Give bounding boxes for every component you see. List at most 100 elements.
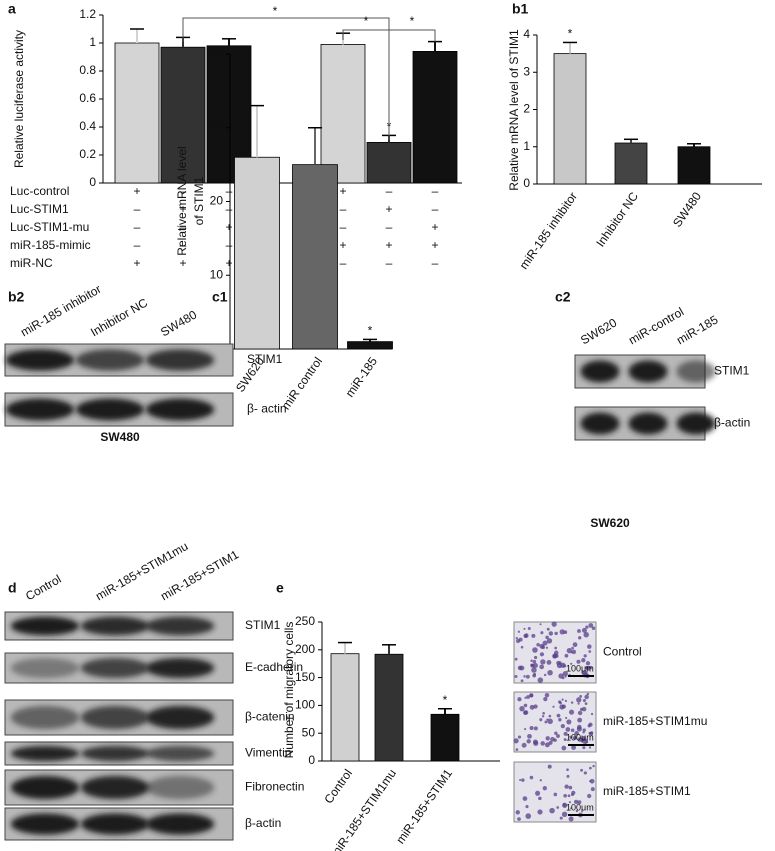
micrograph-cell xyxy=(526,739,531,744)
micrograph-cell xyxy=(537,677,544,683)
panel-label: e xyxy=(276,580,284,596)
micrograph-cell xyxy=(591,626,596,631)
micrograph-cell xyxy=(545,646,549,649)
row-label: β-actin xyxy=(714,416,750,430)
micrograph-cell xyxy=(561,676,565,680)
micrograph-cell xyxy=(564,699,568,703)
condition-mark: – xyxy=(340,256,347,270)
bar xyxy=(430,713,460,762)
micrograph-cell xyxy=(581,627,587,633)
condition-mark: – xyxy=(180,238,187,252)
micrograph-cell xyxy=(572,642,578,648)
micrograph-cell xyxy=(566,648,573,654)
row-label: STIM1 xyxy=(247,352,283,366)
y-tick-label: 150 xyxy=(295,670,315,684)
panel-label: b2 xyxy=(8,289,25,305)
micrograph-cell xyxy=(529,693,534,698)
x-tick-label: SW480 xyxy=(670,189,704,230)
micrograph-cell xyxy=(514,674,518,679)
blot-band xyxy=(10,705,80,730)
blot-band xyxy=(145,398,215,421)
condition-mark: + xyxy=(225,220,232,234)
micrograph-cell xyxy=(513,738,519,744)
micrograph-cell xyxy=(524,728,527,731)
bracket xyxy=(342,29,436,42)
micrograph-cell xyxy=(551,621,557,627)
micrograph-cell xyxy=(530,659,533,663)
y-axis-label: of STIM1 xyxy=(192,176,206,225)
y-tick-label: 100 xyxy=(295,698,315,712)
micrograph-cell xyxy=(570,701,574,704)
bar xyxy=(292,164,338,350)
micrograph-cell xyxy=(553,792,558,797)
micrograph-cell xyxy=(523,633,528,639)
x-tick-label: miR-185 inhibitor xyxy=(517,190,580,272)
blot-band xyxy=(580,360,620,383)
y-tick-label: 2 xyxy=(523,102,530,116)
micrograph-cell xyxy=(583,654,587,658)
bar xyxy=(374,653,404,762)
scale-bar-label: 100μm xyxy=(566,802,594,812)
row-label: β-actin xyxy=(245,816,281,830)
micrograph-cell xyxy=(527,626,531,630)
micrograph-cell xyxy=(561,745,567,751)
y-axis-label: Relative luciferase activity xyxy=(12,30,26,168)
row-label: E-cadherin xyxy=(245,660,303,674)
micrograph-cell xyxy=(514,657,518,661)
micrograph-cell xyxy=(515,810,520,815)
micrograph-cell xyxy=(575,809,579,813)
micrograph-cell xyxy=(592,764,595,768)
condition-mark: – xyxy=(226,202,233,216)
blot-band xyxy=(75,398,145,421)
micrograph-cell xyxy=(524,696,527,699)
condition-mark: + xyxy=(225,256,232,270)
micrograph-cell xyxy=(520,679,524,683)
blot-band xyxy=(676,360,716,383)
micrograph-cell xyxy=(570,651,573,654)
condition-mark: – xyxy=(340,202,347,216)
micrograph-cell xyxy=(564,653,569,658)
bar xyxy=(614,142,648,185)
micrograph-cell xyxy=(532,662,538,669)
micrograph-cell xyxy=(526,695,530,699)
micrograph-cell xyxy=(573,799,579,804)
micrograph-cell xyxy=(556,713,561,718)
micrograph-cell xyxy=(520,645,524,649)
micrograph-cell xyxy=(559,816,563,820)
micrograph-cell xyxy=(584,702,588,706)
micrograph-cell xyxy=(561,704,566,709)
micrograph-cell xyxy=(554,631,558,636)
micrograph-cell xyxy=(543,673,547,677)
micrograph-cell xyxy=(579,694,583,698)
micrograph-cell xyxy=(544,720,548,724)
condition-mark: – xyxy=(134,220,141,234)
blot-band xyxy=(75,349,145,371)
micrograph-cell xyxy=(582,746,586,750)
condition-label: miR-185-mimic xyxy=(10,238,91,252)
bar xyxy=(160,46,206,184)
micrograph-cell xyxy=(542,640,548,646)
y-tick-label: 0.6 xyxy=(79,91,96,105)
micrograph-cell xyxy=(576,697,582,703)
micrograph-cell xyxy=(541,645,546,650)
micrograph-cell xyxy=(579,707,584,711)
condition-mark: + xyxy=(385,238,392,252)
micrograph-cell xyxy=(538,796,542,801)
micrograph-cell xyxy=(577,717,583,723)
condition-mark: – xyxy=(226,238,233,252)
panel-label: d xyxy=(8,580,17,596)
micrograph-cell xyxy=(525,805,529,809)
micrograph-cell xyxy=(533,726,538,731)
y-tick-label: 0 xyxy=(308,753,315,767)
micrograph-cell xyxy=(560,723,565,729)
micrograph-cell xyxy=(587,644,592,649)
micrograph-cell xyxy=(590,712,594,716)
micrograph-cell xyxy=(549,807,555,814)
y-tick-label: 40 xyxy=(210,46,224,60)
significance-star: * xyxy=(368,324,373,338)
micrograph-cell xyxy=(540,631,544,635)
micrograph-cell xyxy=(560,662,566,668)
micrograph-cell xyxy=(561,811,568,817)
micrograph-cell xyxy=(577,800,582,805)
blot-band xyxy=(80,705,150,730)
